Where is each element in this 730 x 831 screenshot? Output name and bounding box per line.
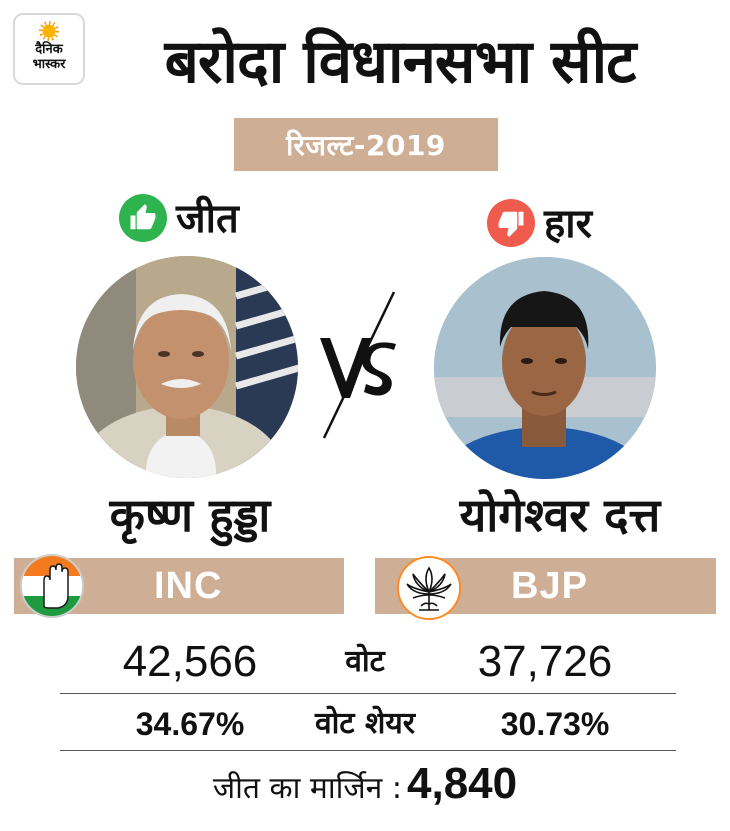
loss-label: हार (544, 201, 592, 247)
winner-vote-share: 34.67% (135, 706, 245, 742)
subtitle-banner: रिजल्ट-2019 (234, 118, 498, 171)
sun-icon (39, 21, 59, 41)
winner-photo (76, 256, 298, 478)
page-title: बरोदा विधानसभा सीट (164, 27, 637, 97)
divider (60, 750, 676, 751)
thumbs-up-icon (119, 194, 167, 242)
logo-text-line1: दैनिक (35, 42, 63, 57)
winner-name: कृष्ण हुड्डा (109, 488, 271, 542)
logo-text-line2: भास्कर (32, 57, 66, 72)
loser-name: योगेश्वर दत्त (459, 488, 661, 542)
winner-votes: 42,566 (122, 637, 258, 686)
loser-party-name: BJP (511, 565, 588, 607)
hand-symbol-icon (20, 554, 84, 618)
winner-party-name: INC (154, 565, 223, 607)
votes-label: वोट (345, 644, 385, 679)
loser-vote-share: 30.73% (500, 706, 610, 742)
subtitle-text: रिजल्ट-2019 (286, 128, 446, 162)
margin-label: जीत का मार्जिन : (212, 771, 402, 806)
loser-photo (434, 257, 656, 479)
lotus-symbol-icon (397, 556, 461, 620)
dainik-bhaskar-logo: दैनिक भास्कर (13, 13, 85, 85)
loser-votes: 37,726 (477, 637, 613, 686)
win-label: जीत (176, 196, 239, 242)
margin-value: 4,840 (407, 759, 518, 808)
versus-icon (316, 290, 400, 440)
divider (60, 693, 676, 694)
thumbs-down-icon (487, 199, 535, 247)
victory-margin: जीत का मार्जिन : 4,840 (100, 758, 630, 819)
vote-share-label: वोट शेयर (314, 706, 416, 741)
